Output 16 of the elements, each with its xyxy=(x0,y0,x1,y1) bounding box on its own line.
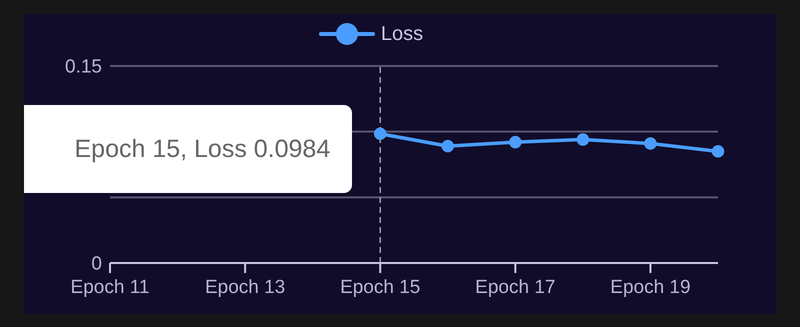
point xyxy=(374,128,386,140)
x-tick-label: Epoch 19 xyxy=(610,277,691,298)
x-tick-label: Epoch 11 xyxy=(70,277,150,298)
point xyxy=(442,140,454,152)
x-tick-label: Epoch 15 xyxy=(340,277,420,298)
x-tick-label: Epoch 13 xyxy=(204,277,286,298)
x-tick-label: Epoch 17 xyxy=(475,277,556,298)
legend-label: Loss xyxy=(380,22,424,46)
point xyxy=(712,145,724,158)
annotation: Epoch 15, Loss 0.0984 xyxy=(74,134,330,164)
point xyxy=(644,137,657,150)
y-tick-label: 0.15 xyxy=(65,56,102,78)
point xyxy=(576,133,590,146)
tooltip-box: Epoch 15, Loss 0.0984 xyxy=(24,105,352,194)
point xyxy=(509,136,522,148)
y-tick-label: 0 xyxy=(91,254,102,275)
